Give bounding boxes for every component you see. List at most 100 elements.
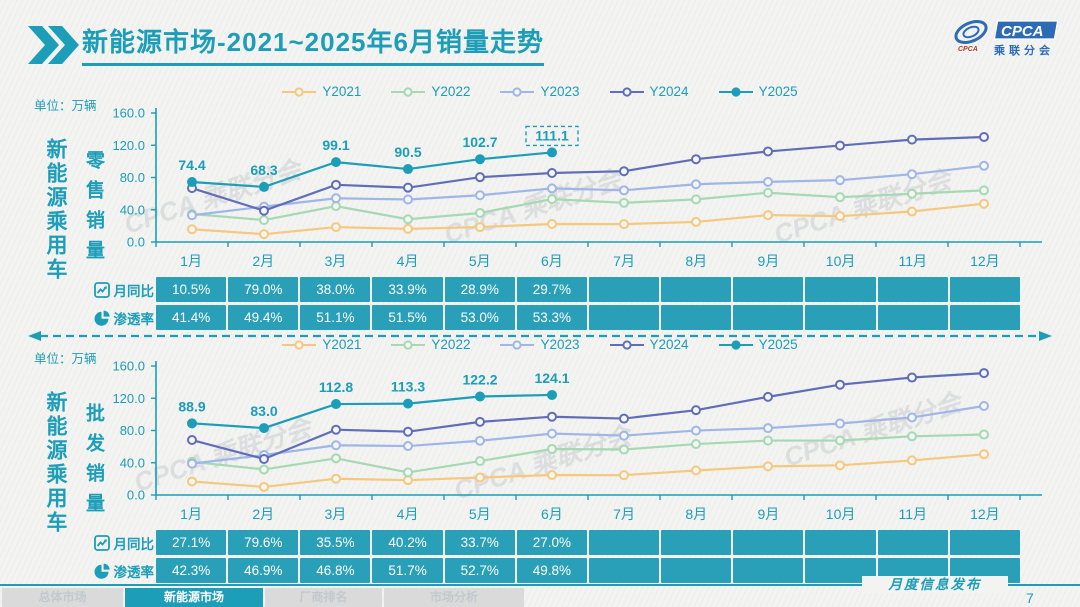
data-point bbox=[763, 176, 773, 187]
tab-overall-market[interactable]: 总体市场 bbox=[2, 588, 123, 607]
table-cell: 33.7% bbox=[444, 530, 515, 555]
tab-nev-market[interactable]: 新能源市场 bbox=[125, 588, 263, 607]
legend-marker bbox=[391, 339, 426, 350]
data-point bbox=[331, 201, 341, 212]
table-cell: 29.7% bbox=[516, 277, 587, 302]
table-cell: 10.5% bbox=[156, 277, 227, 302]
data-point bbox=[475, 435, 485, 446]
data-point bbox=[835, 379, 845, 390]
data-point bbox=[763, 423, 773, 434]
series-line bbox=[191, 135, 985, 212]
data-point bbox=[331, 473, 341, 484]
unit-label: 单位：万辆 bbox=[34, 352, 97, 366]
table-cell: 38.0% bbox=[300, 277, 371, 302]
data-point bbox=[475, 222, 485, 233]
table-cell: 49.4% bbox=[228, 305, 299, 330]
data-label: 102.7 bbox=[462, 134, 497, 150]
data-point bbox=[907, 169, 917, 180]
row-label: 渗透率 bbox=[113, 311, 155, 327]
table-cell: 79.6% bbox=[228, 530, 299, 555]
table-cell: 46.9% bbox=[228, 558, 299, 583]
y-tick-label: 40.0 bbox=[120, 455, 145, 470]
footer-divider bbox=[0, 584, 1080, 586]
table-cell bbox=[877, 277, 948, 302]
series-line bbox=[191, 202, 985, 236]
series-Y2023 bbox=[187, 160, 989, 221]
month-label: 3月 bbox=[324, 253, 347, 269]
row-label: 月同比 bbox=[113, 536, 155, 552]
table-cell: 42.3% bbox=[156, 558, 227, 583]
data-point bbox=[979, 400, 989, 411]
legend-label: Y2021 bbox=[322, 84, 362, 99]
data-point bbox=[907, 431, 917, 442]
legend-marker bbox=[500, 339, 535, 350]
line-chart-icon bbox=[93, 281, 110, 298]
mom-row: 月同比 10.5% 79.0% 38.0% 33.9% 28.9% 29.7% bbox=[0, 277, 1080, 302]
legend-label: Y2024 bbox=[649, 84, 689, 99]
data-point bbox=[835, 460, 845, 471]
data-label: 113.3 bbox=[391, 379, 425, 395]
month-label: 11月 bbox=[898, 253, 928, 269]
legend-item-Y2021: Y2021 bbox=[282, 337, 361, 352]
month-label: 10月 bbox=[825, 253, 856, 269]
data-point bbox=[691, 465, 701, 476]
data-point bbox=[907, 206, 917, 217]
retail-section: Y2021 Y2022 Y2023 Y2024 Y2025 单位：万辆 新能源乘用车 零… bbox=[0, 82, 1080, 334]
month-label: 12月 bbox=[970, 506, 1000, 522]
data-point bbox=[979, 132, 989, 143]
month-label: 6月 bbox=[541, 253, 563, 269]
table-cell bbox=[661, 558, 732, 583]
y-tick-label: 40.0 bbox=[120, 202, 145, 217]
data-point bbox=[619, 197, 629, 208]
axes: 0.0 40.0 80.0 120.0 160.0 bbox=[112, 106, 1042, 250]
data-label: 111.1 bbox=[535, 127, 569, 143]
data-point bbox=[835, 175, 845, 186]
data-point bbox=[979, 429, 989, 440]
data-point bbox=[547, 147, 557, 158]
data-label: 90.5 bbox=[394, 144, 421, 160]
table-cell: 51.5% bbox=[372, 305, 443, 330]
tab-market-analysis[interactable]: 市场分析 bbox=[384, 588, 524, 607]
legend-marker bbox=[500, 86, 535, 97]
row-head: 月同比 bbox=[78, 277, 154, 302]
data-point bbox=[331, 440, 341, 451]
legend-marker bbox=[282, 339, 317, 350]
data-label: 112.8 bbox=[319, 379, 353, 395]
data-point bbox=[403, 194, 413, 205]
line-chart-icon bbox=[93, 534, 110, 551]
legend-marker bbox=[282, 86, 317, 97]
table-cell: 27.1% bbox=[156, 530, 227, 555]
data-point bbox=[763, 210, 773, 221]
data-label: 124.1 bbox=[534, 370, 569, 386]
data-point bbox=[475, 416, 485, 427]
legend-item-Y2022: Y2022 bbox=[391, 337, 470, 352]
table-cell: 51.7% bbox=[372, 558, 443, 583]
tab-oem-ranking[interactable]: 厂商排名 bbox=[265, 588, 382, 607]
legend-item-Y2024: Y2024 bbox=[609, 337, 689, 352]
y-tick-label: 160.0 bbox=[112, 359, 145, 374]
data-point bbox=[259, 464, 269, 475]
data-point bbox=[547, 443, 557, 454]
tab-bar: 总体市场 新能源市场 厂商排名 市场分析 bbox=[2, 588, 524, 607]
month-label: 7月 bbox=[613, 506, 635, 522]
data-point bbox=[547, 183, 557, 194]
y-tick-label: 0.0 bbox=[127, 235, 145, 250]
series-Y2021 bbox=[187, 198, 989, 240]
data-point bbox=[547, 470, 557, 481]
legend-item-Y2023: Y2023 bbox=[500, 337, 580, 352]
data-label: 88.9 bbox=[178, 398, 205, 414]
series-line bbox=[191, 371, 985, 461]
table-cell: 46.8% bbox=[300, 558, 371, 583]
series-Y2021 bbox=[187, 449, 989, 492]
table-cell: 49.8% bbox=[516, 558, 587, 583]
logo-acronym: CPCA bbox=[1001, 23, 1044, 40]
legend-label: Y2022 bbox=[431, 337, 471, 352]
unit-label: 单位：万辆 bbox=[34, 99, 97, 113]
data-point bbox=[331, 453, 341, 464]
data-point bbox=[835, 192, 845, 203]
pie-chart-icon bbox=[94, 310, 110, 326]
axes: 0.0 40.0 80.0 120.0 160.0 bbox=[112, 359, 1042, 503]
table-cell bbox=[661, 277, 732, 302]
data-point bbox=[403, 182, 413, 193]
series-line bbox=[191, 433, 985, 474]
